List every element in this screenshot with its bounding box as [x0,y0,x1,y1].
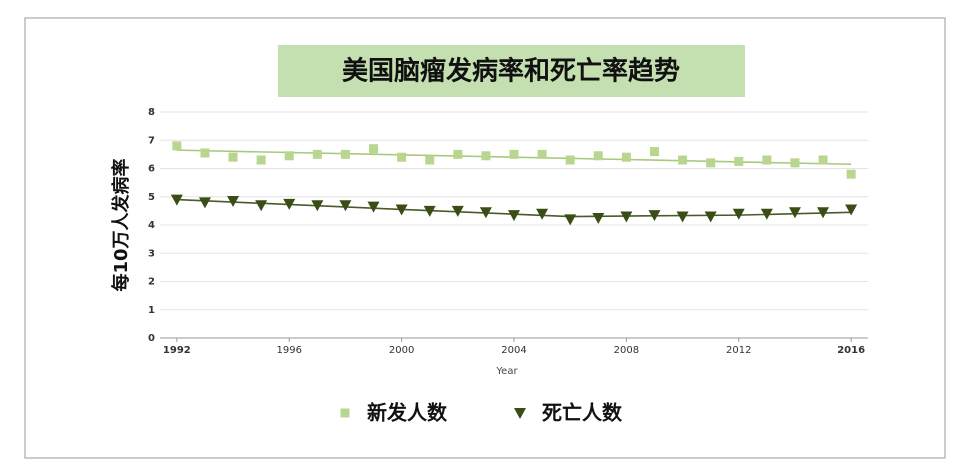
y-tick-label: 6 [148,164,155,175]
data-point [311,200,324,212]
data-point [762,155,772,165]
x-tick-label: 2004 [501,345,526,356]
data-point [732,208,745,220]
data-point [592,212,605,224]
data-point [198,197,211,209]
data-point [649,147,659,157]
data-point [228,152,238,162]
data-point [593,151,603,161]
data-point [395,204,408,216]
x-tick-label: 2008 [614,345,639,356]
y-tick-label: 8 [148,107,155,118]
data-point [255,200,268,212]
data-point [312,149,322,159]
x-tick-label: 1992 [163,345,191,356]
data-point [509,149,519,159]
legend-label: 新发人数 [367,401,448,425]
data-point [536,208,549,220]
y-tick-label: 7 [148,135,155,146]
data-point [704,211,717,223]
y-tick-label: 0 [148,333,155,344]
data-point [256,155,266,165]
data-point [678,155,688,165]
data-point [172,141,182,151]
y-tick-label: 3 [148,248,155,259]
data-point [423,205,436,217]
y-tick-label: 4 [148,220,155,231]
data-point [790,158,800,168]
data-point [621,152,631,162]
data-point [451,205,464,217]
data-point [537,149,547,159]
data-point [788,207,801,219]
data-point [817,207,830,219]
legend-marker [340,408,350,418]
x-tick-label: 1996 [277,345,302,356]
data-point [283,198,296,210]
x-tick-label: 2012 [726,345,751,356]
data-point [479,207,492,219]
data-point [369,144,379,154]
y-tick-label: 5 [148,192,155,203]
data-point [284,151,294,161]
chart-title: 美国脑瘤发病率和死亡率趋势 [342,56,680,87]
data-point [227,195,240,207]
legend-label: 死亡人数 [542,401,623,425]
data-point [620,211,633,223]
data-point [564,214,577,226]
data-point [648,210,661,222]
data-point [397,152,407,162]
data-point [846,169,856,179]
data-point [565,155,575,165]
legend-marker [514,408,526,419]
data-point [706,158,716,168]
data-point [481,151,491,161]
y-tick-label: 1 [148,305,155,316]
data-point [425,155,435,165]
y-axis-label: 每10万人发病率 [110,158,132,291]
data-point [818,155,828,165]
y-tick-label: 2 [148,277,155,288]
x-tick-label: 2016 [837,345,865,356]
x-axis-label: Year [495,366,518,377]
data-point [200,148,210,158]
data-point [170,194,183,206]
data-point [508,210,520,222]
data-point [734,156,744,166]
title-box [278,45,745,97]
data-point [845,204,858,216]
data-point [339,200,352,212]
data-point [367,201,380,213]
data-point [760,208,773,220]
data-point [340,149,350,159]
x-tick-label: 2000 [389,345,414,356]
data-point [676,211,689,223]
data-point [453,149,463,159]
